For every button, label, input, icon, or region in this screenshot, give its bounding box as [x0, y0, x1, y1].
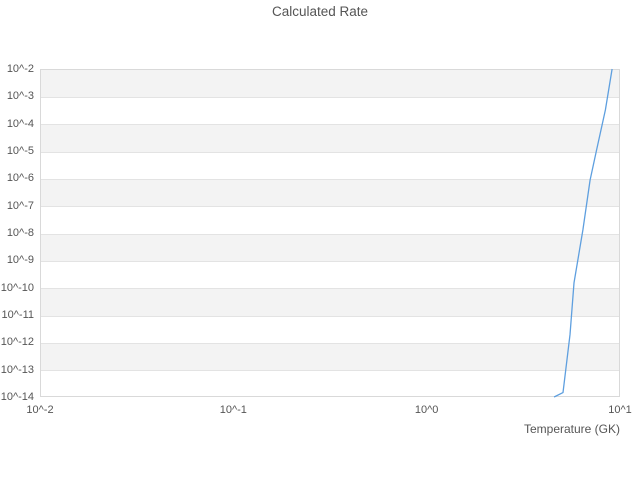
- decade-band: [41, 288, 619, 316]
- gridline: [41, 151, 619, 153]
- gridline: [41, 206, 619, 208]
- gridline: [41, 342, 619, 344]
- y-tick-label: 10^-8: [6, 227, 34, 239]
- y-tick-label: 10^-2: [6, 63, 34, 75]
- x-tick-label: 10^0: [414, 404, 439, 416]
- x-axis-label: Temperature (GK): [523, 422, 620, 436]
- gridline: [41, 124, 619, 126]
- plot-area: [40, 69, 620, 397]
- gridline: [41, 288, 619, 290]
- y-tick-label: 10^-9: [6, 254, 34, 267]
- gridline: [41, 260, 619, 262]
- x-tick-label: 10^1: [608, 404, 632, 416]
- y-tick-label: 10^-10: [0, 281, 34, 294]
- decade-band: [41, 179, 619, 207]
- y-tick-label: 10^-13: [0, 363, 34, 376]
- decade-band: [41, 343, 619, 371]
- gridline: [41, 178, 619, 180]
- gridline: [41, 96, 619, 98]
- y-tick-label: 10^-4: [6, 117, 34, 130]
- decade-band: [41, 70, 619, 98]
- decade-band: [41, 124, 619, 152]
- y-tick-label: 10^-3: [6, 90, 34, 103]
- y-tick-label: 10^-6: [6, 172, 34, 185]
- y-tick-label: 10^-12: [0, 336, 34, 349]
- y-tick-label: 10^-7: [6, 199, 34, 212]
- y-tick-label: 10^-11: [1, 309, 34, 321]
- y-tick-label: 10^-5: [6, 145, 34, 157]
- gridline: [41, 370, 619, 372]
- y-tick-label: 10^-14: [0, 391, 34, 403]
- gridline: [41, 315, 619, 317]
- gridline: [41, 233, 619, 235]
- x-tick-label: 10^-2: [26, 404, 54, 416]
- decade-band: [41, 234, 619, 262]
- x-tick-label: 10^-1: [219, 404, 247, 416]
- chart-title: Calculated Rate: [271, 4, 369, 19]
